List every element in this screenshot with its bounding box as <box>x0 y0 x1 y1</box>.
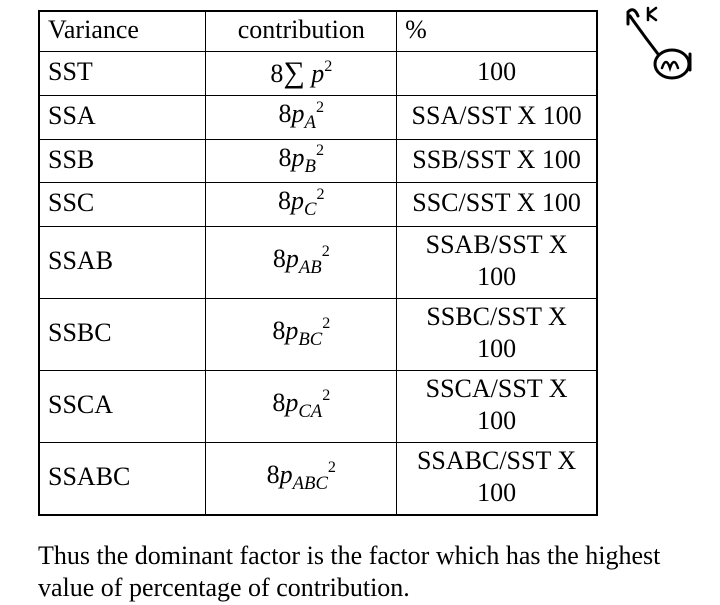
table-row: SSC8pC2SSC/SST X 100 <box>39 183 597 227</box>
cell-variance: SSCA <box>39 370 206 442</box>
table-row: SSCA8pCA2SSCA/SST X 100 <box>39 370 597 442</box>
cell-percent: SSCA/SST X 100 <box>397 370 597 442</box>
table-row: SSAB8pAB2SSAB/SST X 100 <box>39 226 597 298</box>
col-header-contribution: contribution <box>206 11 397 51</box>
annotation-scribble <box>594 6 704 96</box>
cell-variance: SSB <box>39 139 206 183</box>
cell-percent: SSABC/SST X 100 <box>397 442 597 515</box>
cell-percent: SSC/SST X 100 <box>397 183 597 227</box>
cell-percent: 100 <box>397 51 597 96</box>
cell-contribution: 8pCA2 <box>206 370 397 442</box>
cell-contribution: 8pAB2 <box>206 226 397 298</box>
cell-contribution: 8∑ p2 <box>206 51 397 96</box>
cell-variance: SSAB <box>39 226 206 298</box>
table-row: SSBC8pBC2SSBC/SST X 100 <box>39 298 597 370</box>
cell-contribution: 8pC2 <box>206 183 397 227</box>
cell-contribution: 8pBC2 <box>206 298 397 370</box>
cell-variance: SSABC <box>39 442 206 515</box>
cell-contribution: 8pA2 <box>206 96 397 140</box>
cell-variance: SSBC <box>39 298 206 370</box>
col-header-percent: % <box>397 11 597 51</box>
cell-variance: SST <box>39 51 206 96</box>
cell-variance: SSA <box>39 96 206 140</box>
cell-contribution: 8pB2 <box>206 139 397 183</box>
cell-percent: SSBC/SST X 100 <box>397 298 597 370</box>
table-row: SSB8pB2SSB/SST X 100 <box>39 139 597 183</box>
col-header-variance: Variance <box>39 11 206 51</box>
table-row: SSA8pA2SSA/SST X 100 <box>39 96 597 140</box>
cell-percent: SSB/SST X 100 <box>397 139 597 183</box>
cell-contribution: 8pABC2 <box>206 442 397 515</box>
table-row: SST8∑ p2100 <box>39 51 597 96</box>
cell-percent: SSA/SST X 100 <box>397 96 597 140</box>
cell-percent: SSAB/SST X 100 <box>397 226 597 298</box>
variance-table: Variance contribution % SST8∑ p2100SSA8p… <box>38 10 598 516</box>
cell-variance: SSC <box>39 183 206 227</box>
caption-text: Thus the dominant factor is the factor w… <box>38 540 678 605</box>
table-row: SSABC8pABC2SSABC/SST X 100 <box>39 442 597 515</box>
